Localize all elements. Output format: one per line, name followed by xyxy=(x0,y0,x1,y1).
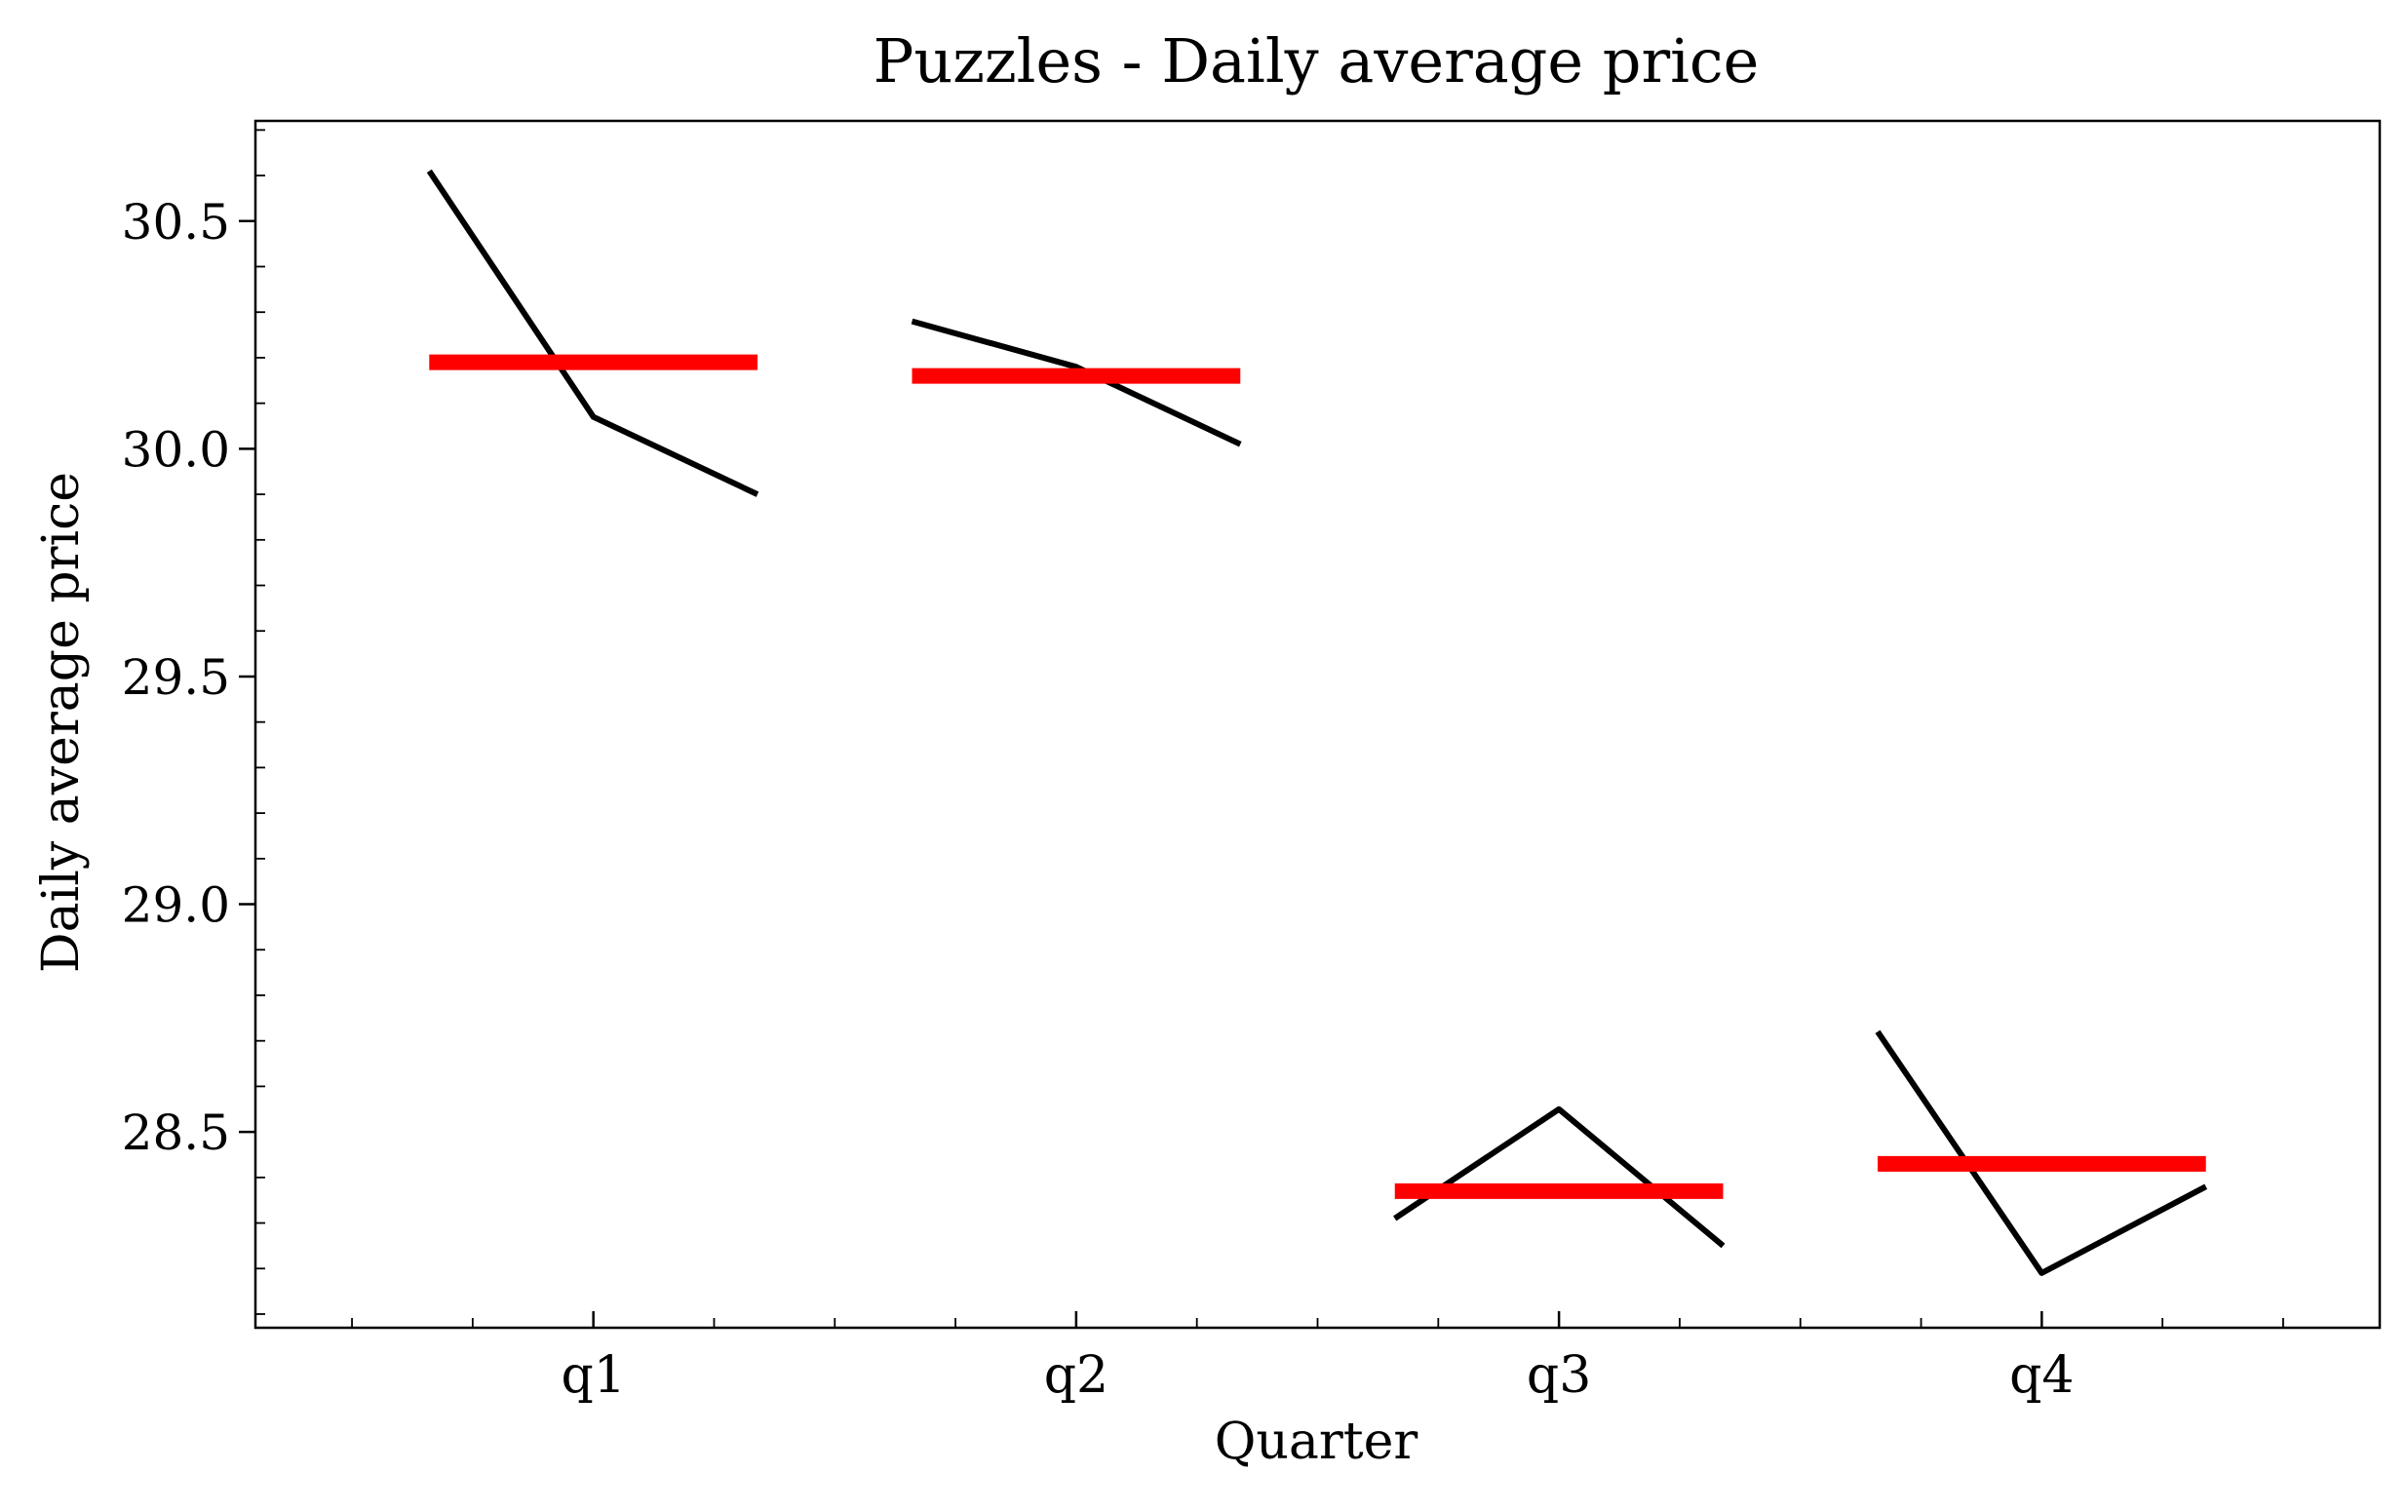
y-tick-label: 29.5 xyxy=(122,649,230,706)
y-tick-label: 28.5 xyxy=(122,1105,230,1161)
x-tick-label: q1 xyxy=(561,1346,625,1405)
x-tick-label: q4 xyxy=(2009,1346,2074,1405)
x-axis-label: Quarter xyxy=(1215,1413,1418,1471)
quarter-line-q4 xyxy=(1875,1029,2208,1276)
quarter-line-q3 xyxy=(1393,1105,1726,1249)
plot-series xyxy=(426,169,2208,1276)
y-tick-label: 30.0 xyxy=(122,421,230,478)
y-tick-label: 29.0 xyxy=(122,877,230,934)
chart-title: Puzzles - Daily average price xyxy=(874,25,1760,97)
plot-frame xyxy=(253,119,2382,1330)
quarter-line-q1 xyxy=(426,169,759,497)
quarter-line-q2 xyxy=(911,318,1242,447)
y-axis-label: Daily average price xyxy=(32,472,91,973)
y-tick-label: 30.5 xyxy=(122,194,230,251)
x-tick-label: q2 xyxy=(1044,1346,1108,1405)
x-tick-label: q3 xyxy=(1527,1346,1591,1405)
axis-ticks: 28.5 29.0 29.5 30.0 30.5 q1 q2 q3 q4 xyxy=(122,129,2284,1405)
